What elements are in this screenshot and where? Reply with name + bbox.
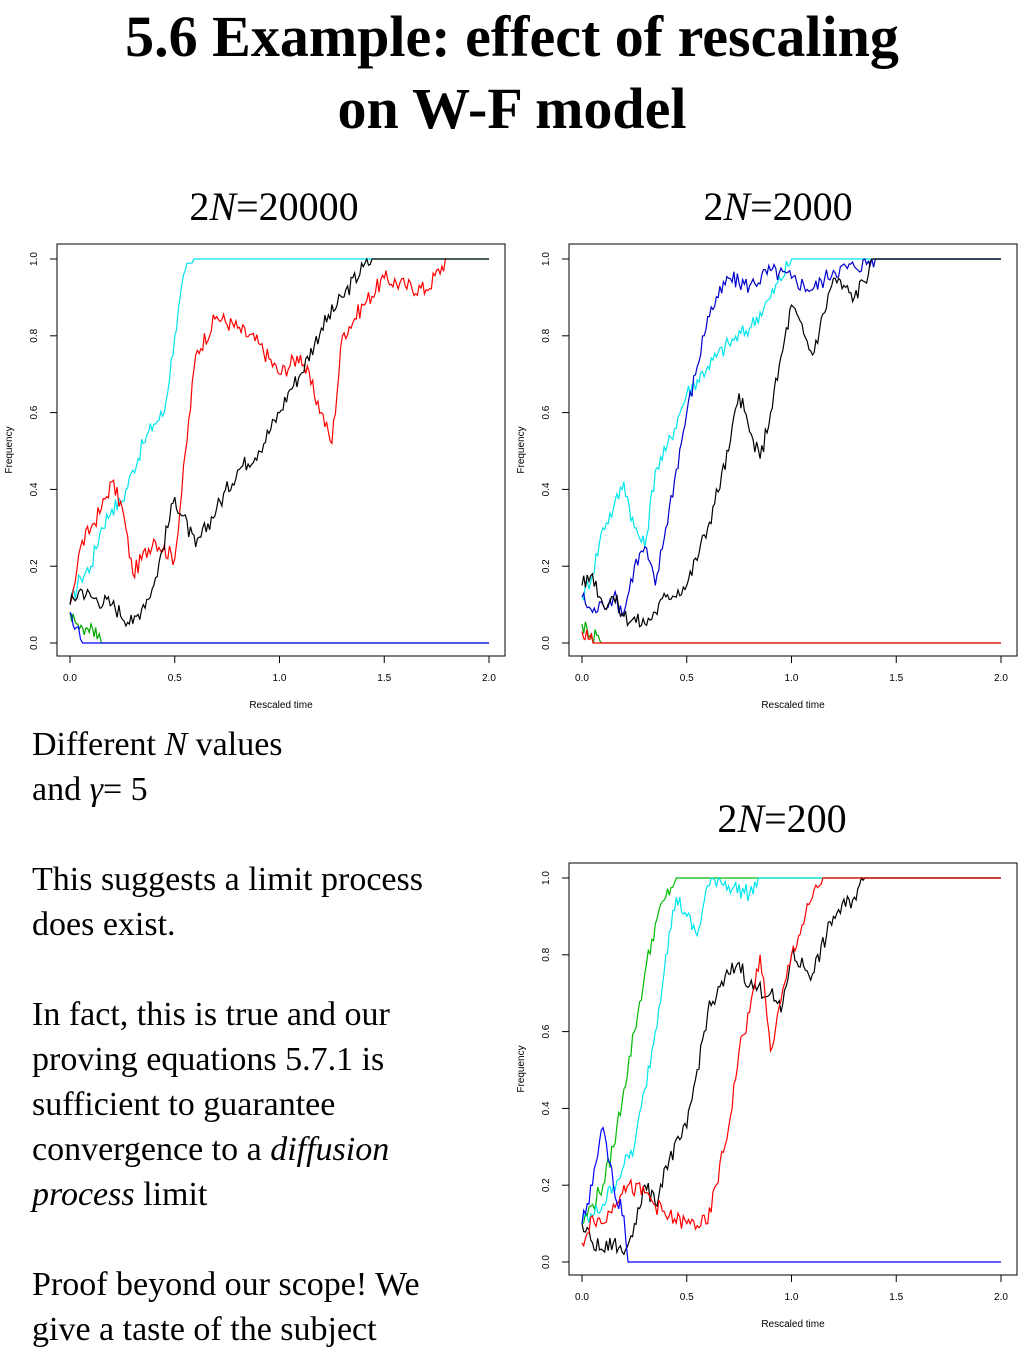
series-line-3	[69, 612, 489, 644]
y-tick-label: 0.0	[541, 636, 552, 650]
para-3-line2: proving equations 5.7.1 is	[32, 1041, 385, 1078]
series-line-2	[581, 876, 1001, 1256]
y-tick-label: 0.4	[541, 482, 552, 496]
para-4-line2: give a taste of the subject	[32, 1311, 377, 1348]
chart-2n-20000: 0.0 0.5 1.0 1.5 2.0 0.0 0.2 0.4 0.6 0.8 1.0 Rescale…	[4, 243, 506, 711]
series-line-0	[581, 877, 1001, 1225]
y-axis-label: Frequency	[516, 1045, 527, 1092]
y-tick-label: 0.8	[541, 947, 552, 961]
series-line-1	[69, 258, 448, 605]
x-tick-label: 1.5	[889, 1292, 903, 1303]
y-tick-label: 0.0	[29, 636, 40, 650]
y-tick-label: 0.4	[29, 482, 40, 496]
x-tick-label: 0.5	[680, 673, 694, 684]
x-tick-label: 0.5	[680, 1292, 694, 1303]
slide-title-line2: on W-F model	[337, 76, 687, 141]
para-3-line4: convergence to a diffusion	[32, 1131, 390, 1168]
para-4-line1: Proof beyond our scope! We	[32, 1266, 420, 1303]
y-tick-label: 0.6	[541, 1024, 552, 1038]
panel-title-200: 2N=200	[717, 796, 847, 841]
x-axis-label: Rescaled time	[761, 1319, 825, 1330]
y-tick-label: 0.2	[29, 559, 40, 573]
x-tick-label: 2.0	[994, 673, 1008, 684]
y-tick-label: 0.0	[541, 1255, 552, 1269]
x-tick-label: 1.0	[785, 1292, 799, 1303]
series-line-1	[581, 258, 1001, 618]
series-line-4	[581, 1126, 1001, 1263]
y-axis-label: Frequency	[516, 426, 527, 473]
y-axis-label: Frequency	[4, 426, 15, 473]
y-tick-label: 0.2	[541, 1178, 552, 1192]
series-line-3	[581, 621, 1001, 644]
x-tick-label: 0.0	[575, 1292, 589, 1303]
para-3-line5: process limit	[32, 1176, 208, 1213]
para-1-line2: and γ= 5	[32, 771, 148, 808]
y-tick-label: 0.4	[541, 1101, 552, 1115]
body-text: Different N values and γ= 5 This suggest…	[32, 722, 492, 1352]
panel-title-20000: 2N=20000	[189, 184, 359, 229]
x-tick-label: 2.0	[994, 1292, 1008, 1303]
para-1-line1: Different N values	[32, 726, 283, 763]
y-tick-label: 0.6	[29, 405, 40, 419]
x-tick-label: 0.5	[168, 673, 182, 684]
para-2-line1: This suggests a limit process	[32, 861, 423, 898]
x-tick-label: 1.5	[377, 673, 391, 684]
plot-frame	[56, 243, 506, 657]
x-axis-label: Rescaled time	[249, 700, 313, 711]
plot-frame	[568, 862, 1018, 1276]
x-tick-label: 1.0	[785, 673, 799, 684]
series-line-1	[581, 877, 1001, 1224]
x-axis-label: Rescaled time	[761, 700, 825, 711]
plot-frame	[568, 243, 1018, 657]
series-line-2	[581, 258, 1001, 628]
series-line-3	[581, 877, 1001, 1248]
para-3-line1: In fact, this is true and our	[32, 996, 390, 1033]
x-tick-label: 1.5	[889, 673, 903, 684]
slide-title-line1: 5.6 Example: effect of rescaling	[125, 4, 899, 69]
y-tick-label: 0.6	[541, 405, 552, 419]
y-tick-label: 1.0	[541, 871, 552, 885]
y-tick-label: 0.2	[541, 559, 552, 573]
y-tick-label: 1.0	[29, 252, 40, 266]
chart-2n-200: 0.0 0.5 1.0 1.5 2.0 0.0 0.2 0.4 0.6 0.8 1.0 Rescale…	[516, 862, 1018, 1330]
x-tick-label: 0.0	[63, 673, 77, 684]
x-tick-label: 0.0	[575, 673, 589, 684]
para-3-line3: sufficient to guarantee	[32, 1086, 336, 1123]
panel-title-2000: 2N=2000	[703, 184, 853, 229]
series-line-4	[69, 611, 489, 644]
y-tick-label: 0.8	[541, 328, 552, 342]
x-tick-label: 1.0	[273, 673, 287, 684]
x-tick-label: 2.0	[482, 673, 496, 684]
slide-title: 5.6 Example: effect of rescaling on W-F …	[0, 8, 1024, 152]
series-line-2	[69, 257, 489, 628]
y-tick-label: 0.8	[29, 328, 40, 342]
para-2-line2: does exist.	[32, 906, 176, 943]
series-line-4	[581, 629, 1001, 644]
y-tick-label: 1.0	[541, 252, 552, 266]
chart-2n-2000: 0.0 0.5 1.0 1.5 2.0 0.0 0.2 0.4 0.6 0.8 1.0 Rescale…	[516, 243, 1018, 711]
series-line-0	[69, 258, 489, 605]
